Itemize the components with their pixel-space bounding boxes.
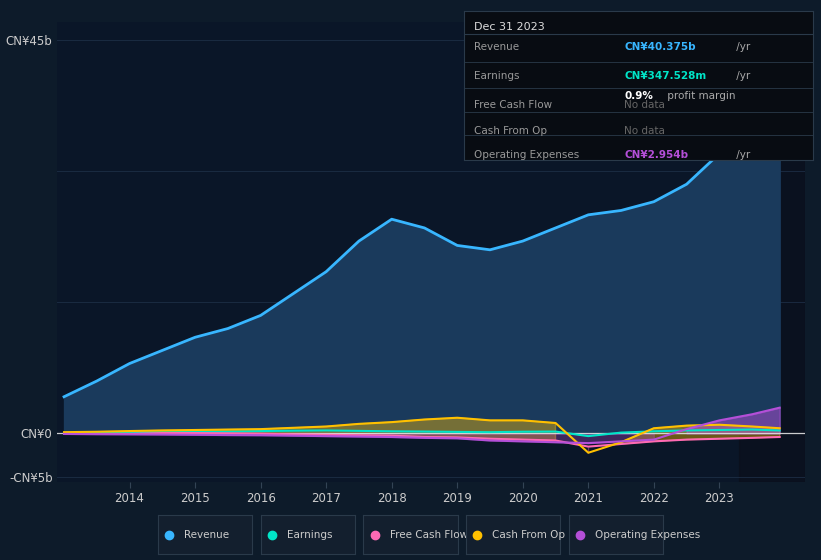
Text: Operating Expenses: Operating Expenses	[475, 150, 580, 160]
Text: Free Cash Flow: Free Cash Flow	[475, 100, 553, 110]
Bar	[739, 22, 805, 482]
Text: Free Cash Flow: Free Cash Flow	[390, 530, 468, 540]
Text: Earnings: Earnings	[475, 71, 520, 81]
Text: profit margin: profit margin	[664, 91, 736, 101]
Text: CN¥347.528m: CN¥347.528m	[624, 71, 707, 81]
Text: Operating Expenses: Operating Expenses	[595, 530, 700, 540]
Text: No data: No data	[624, 100, 665, 110]
Text: /yr: /yr	[732, 71, 750, 81]
Text: Earnings: Earnings	[287, 530, 333, 540]
Text: /yr: /yr	[732, 150, 750, 160]
Text: Cash From Op: Cash From Op	[493, 530, 566, 540]
Text: Revenue: Revenue	[475, 41, 520, 52]
Text: CN¥2.954b: CN¥2.954b	[624, 150, 689, 160]
Text: 0.9%: 0.9%	[624, 91, 654, 101]
Text: No data: No data	[624, 126, 665, 136]
Text: Dec 31 2023: Dec 31 2023	[475, 22, 545, 31]
Text: /yr: /yr	[732, 41, 750, 52]
Text: CN¥40.375b: CN¥40.375b	[624, 41, 696, 52]
Text: Revenue: Revenue	[185, 530, 230, 540]
Text: Cash From Op: Cash From Op	[475, 126, 548, 136]
